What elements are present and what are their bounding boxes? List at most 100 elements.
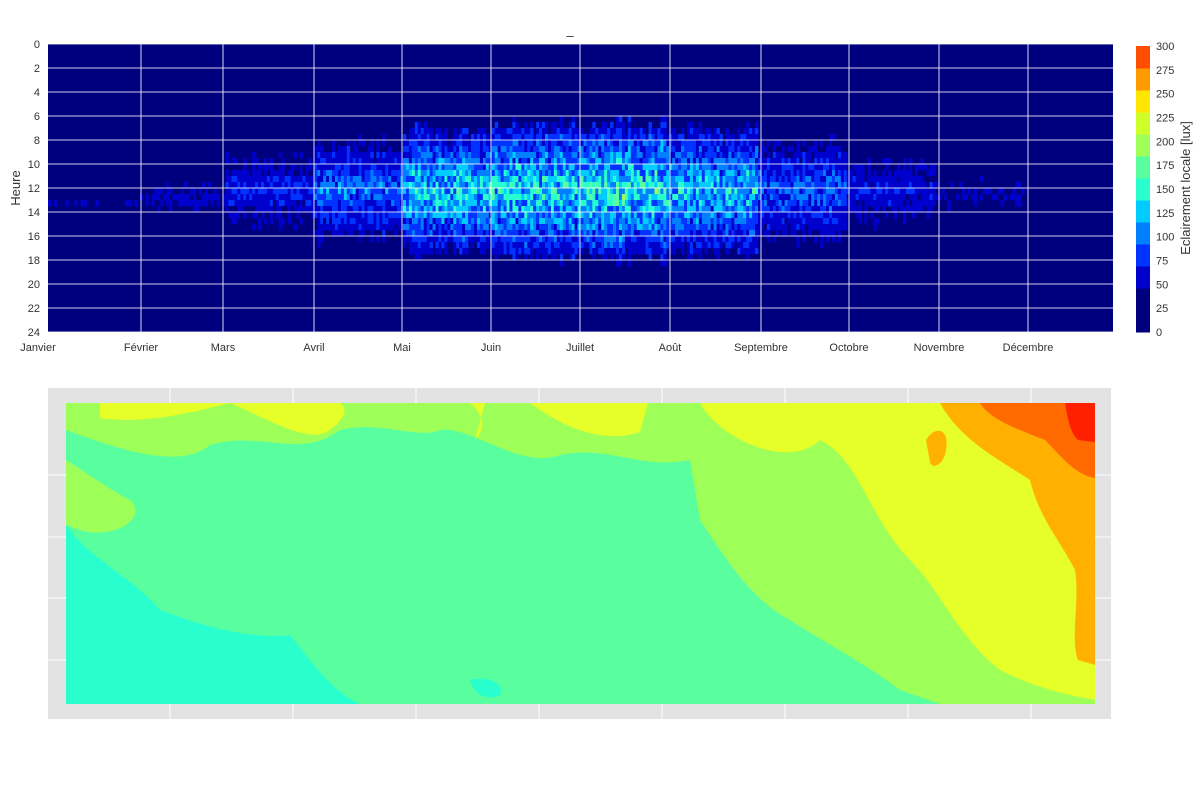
heatmap-cell (411, 170, 416, 177)
heatmap-cell (722, 212, 726, 219)
heatmap-cell (760, 194, 765, 201)
heatmap-cell (293, 188, 297, 195)
heatmap-cell (515, 236, 519, 243)
heatmap-cell (929, 194, 933, 201)
heatmap-cell (465, 200, 469, 207)
heatmap-cell (559, 260, 564, 267)
heatmap-cell (861, 164, 865, 171)
heatmap-cell (669, 200, 673, 207)
heatmap-cell (491, 176, 496, 183)
heatmap-cell (704, 236, 709, 243)
heatmap-cell (624, 188, 629, 195)
heatmap-cell (657, 218, 661, 225)
heatmap-cell (169, 200, 173, 207)
heatmap-cell (737, 182, 741, 189)
heatmap-cell (426, 146, 431, 153)
heatmap-cell (965, 194, 969, 201)
heatmap-cell (932, 176, 936, 183)
heatmap-cell (320, 152, 324, 159)
heatmap-cell (494, 218, 499, 225)
heatmap-cell (391, 218, 395, 225)
heatmap-cell (1018, 200, 1022, 207)
heatmap-cell (758, 230, 762, 237)
heatmap-cell (755, 158, 759, 165)
heatmap-cell (666, 212, 670, 219)
heatmap-cell (914, 206, 919, 213)
heatmap-cell (929, 206, 933, 213)
heatmap-cell (583, 182, 587, 189)
heatmap-cell (604, 176, 608, 183)
heatmap-cell (225, 194, 229, 201)
heatmap-cell (669, 152, 673, 159)
heatmap-cell (678, 206, 682, 213)
heatmap-cell (613, 230, 617, 237)
heatmap-cell (476, 200, 481, 207)
heatmap-cell (497, 200, 502, 207)
heatmap-cell (255, 194, 259, 201)
heatmap-cell (743, 158, 747, 165)
heatmap-cell (707, 134, 712, 141)
heatmap-cell (843, 158, 848, 165)
heatmap-cell (545, 188, 549, 195)
heatmap-cell (678, 134, 682, 141)
heatmap-cell (305, 200, 309, 207)
heatmap-cell (589, 224, 593, 231)
heatmap-cell (710, 158, 715, 165)
heatmap-cell (255, 200, 259, 207)
heatmap-cell (272, 200, 277, 207)
heatmap-cell (669, 218, 673, 225)
heatmap-cell (429, 182, 433, 189)
heatmap-cell (891, 188, 895, 195)
heatmap-cell (610, 122, 614, 129)
heatmap-cell (550, 158, 555, 165)
heatmap-cell (518, 176, 522, 183)
heatmap-cell (340, 182, 345, 189)
heatmap-cell (831, 218, 836, 225)
heatmap-cell (405, 212, 410, 219)
heatmap-cell (689, 242, 694, 249)
heatmap-cell (530, 242, 534, 249)
heatmap-cell (394, 194, 398, 201)
heatmap-cell (459, 128, 463, 135)
heatmap-cell (326, 194, 330, 201)
heatmap-cell (616, 116, 620, 123)
heatmap-cell (1018, 194, 1022, 201)
heatmap-cell (601, 170, 605, 177)
heatmap-cell (796, 218, 800, 225)
heatmap-cell (695, 248, 700, 255)
heatmap-cell (799, 170, 803, 177)
heatmap-cell (630, 248, 635, 255)
heatmap-cell (775, 140, 780, 147)
heatmap-cell (897, 164, 901, 171)
heatmap-cell (403, 164, 407, 171)
heatmap-cell (515, 212, 519, 219)
heatmap-cell (497, 176, 502, 183)
heatmap-cell (332, 152, 336, 159)
heatmap-cell (476, 230, 481, 237)
heatmap-cell (266, 224, 271, 231)
heatmap-cell (701, 212, 706, 219)
heatmap-cell (704, 158, 709, 165)
heatmap-cell (817, 206, 821, 213)
heatmap-cell (255, 176, 259, 183)
heatmap-cell (539, 170, 543, 177)
heatmap-cell (459, 236, 463, 243)
heatmap-cell (589, 200, 593, 207)
heatmap-cell (349, 212, 354, 219)
heatmap-cell (766, 164, 771, 171)
heatmap-cell (426, 236, 431, 243)
heatmap-cell (311, 200, 315, 207)
heatmap-cell (157, 200, 161, 207)
heatmap-cell (802, 182, 806, 189)
heatmap-cell (524, 140, 528, 147)
heatmap-cell (346, 224, 351, 231)
heatmap-cell (343, 188, 348, 195)
heatmap-cell (370, 152, 374, 159)
heatmap-cell (373, 158, 377, 165)
heatmap-cell (272, 194, 277, 201)
heatmap-cell (630, 200, 635, 207)
heatmap-cell (417, 164, 422, 171)
heatmap-cell (403, 182, 407, 189)
heatmap-cell (408, 128, 413, 135)
heatmap-cell (317, 170, 321, 177)
